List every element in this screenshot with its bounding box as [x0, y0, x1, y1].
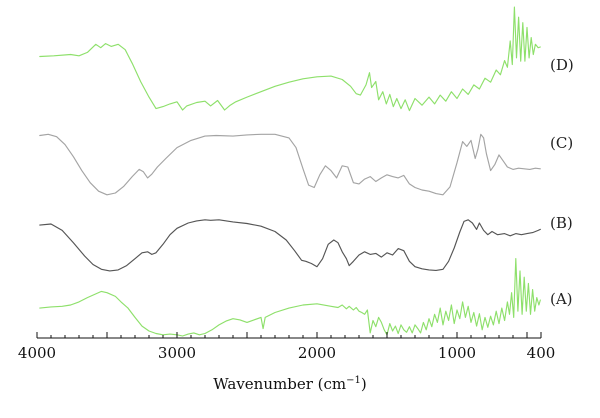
series-label-a: (A): [550, 290, 573, 308]
series-label-b: (B): [550, 214, 573, 232]
x-tick-label: 3000: [158, 344, 196, 362]
x-axis-title: Wavenumber (cm−1): [213, 375, 366, 393]
series-label-c: (C): [550, 134, 573, 152]
x-tick-label: 1000: [438, 344, 476, 362]
spectrum-trace-c: [39, 133, 541, 196]
spectrum-trace-a: [39, 258, 541, 337]
spectra-traces: [39, 6, 541, 337]
x-tick-label: 400: [527, 344, 556, 362]
series-labels: (D) (C) (B) (A): [550, 56, 574, 308]
spectrum-trace-b: [39, 219, 541, 272]
x-axis: 4000 3000 2000 1000 400: [18, 332, 555, 362]
spectrum-trace-d: [39, 6, 541, 112]
x-tick-label: 4000: [18, 344, 56, 362]
x-tick-label: 2000: [298, 344, 336, 362]
series-label-d: (D): [550, 56, 574, 74]
